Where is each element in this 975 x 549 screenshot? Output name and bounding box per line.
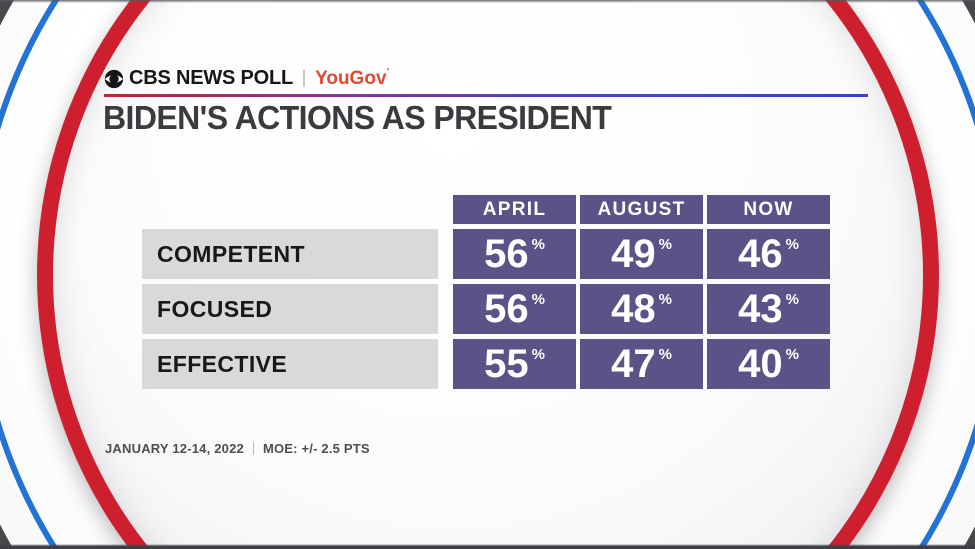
value-number: 46 [738, 232, 783, 276]
percent-sign: % [531, 345, 545, 363]
percent-sign: % [785, 345, 799, 363]
table-row: EFFECTIVE 55% 47% 40% [142, 339, 830, 389]
row-label-competent: COMPETENT [142, 229, 438, 279]
value-number: 49 [611, 232, 656, 276]
bottom-edge-shadow [0, 544, 975, 549]
brand-divider [303, 70, 306, 87]
value-number: 48 [611, 287, 656, 331]
percent-sign: % [785, 290, 799, 308]
value-number: 56 [484, 232, 529, 276]
table-header-row: APRIL AUGUST NOW [453, 195, 830, 224]
footnote: JANUARY 12-14, 2022 MOE: +/- 2.5 PTS [105, 441, 370, 456]
value-number: 56 [484, 287, 529, 331]
percent-sign: % [658, 345, 672, 363]
table-row: COMPETENT 56% 49% 46% [142, 229, 830, 279]
value-number: 47 [611, 342, 656, 386]
column-header-august: AUGUST [580, 195, 703, 224]
footnote-divider [252, 442, 254, 455]
gradient-rule [104, 94, 868, 97]
row-label-effective: EFFECTIVE [142, 339, 438, 389]
percent-sign: % [785, 235, 799, 253]
value-cell: 49% [580, 229, 703, 279]
value-cell: 43% [707, 284, 830, 334]
value-cell: 46% [707, 229, 830, 279]
row-label-focused: FOCUSED [142, 284, 438, 334]
value-number: 55 [484, 342, 529, 386]
value-number: 43 [738, 287, 783, 331]
column-header-april: APRIL [453, 195, 576, 224]
value-cell: 47% [580, 339, 703, 389]
value-number: 40 [738, 342, 783, 386]
table-row: FOCUSED 56% 48% 43% [142, 284, 830, 334]
cbs-eye-icon [104, 69, 124, 89]
brand-name: CBS NEWS POLL [129, 67, 294, 89]
poll-date: JANUARY 12-14, 2022 [105, 441, 244, 456]
top-edge-shadow [0, 0, 975, 3]
percent-sign: % [531, 235, 545, 253]
percent-sign: % [531, 290, 545, 308]
value-cell: 48% [580, 284, 703, 334]
value-cell: 40% [707, 339, 830, 389]
partner-trademark: ’ [386, 67, 390, 78]
margin-of-error: MOE: +/- 2.5 PTS [262, 441, 370, 456]
page-title: BIDEN'S ACTIONS AS PRESIDENT [103, 99, 612, 136]
column-header-now: NOW [707, 195, 830, 224]
value-cell: 56% [453, 229, 576, 279]
value-cell: 56% [453, 284, 576, 334]
value-cell: 55% [453, 339, 576, 389]
poll-table: APRIL AUGUST NOW COMPETENT 56% 49% 46% F… [142, 195, 830, 394]
percent-sign: % [658, 235, 672, 253]
percent-sign: % [658, 290, 672, 308]
partner-name: YouGov [315, 67, 387, 89]
brand-row: CBS NEWS POLL YouGov ’ [104, 67, 389, 90]
